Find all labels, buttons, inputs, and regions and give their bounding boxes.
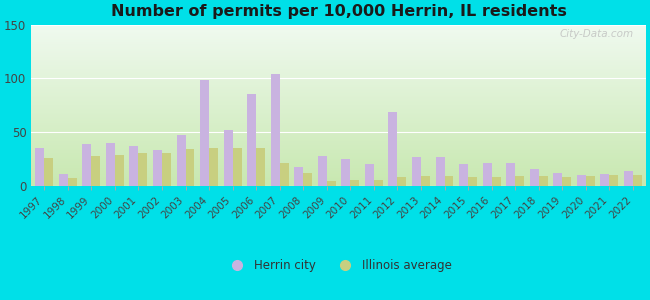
Bar <box>68 178 77 186</box>
Bar <box>374 179 383 186</box>
Bar <box>341 159 350 186</box>
Bar <box>224 130 233 186</box>
Bar <box>271 74 280 186</box>
Bar <box>138 153 148 186</box>
Legend: Herrin city, Illinois average: Herrin city, Illinois average <box>221 255 456 277</box>
Bar <box>539 176 548 186</box>
Bar <box>59 174 68 186</box>
Bar <box>491 177 500 186</box>
Bar <box>294 167 304 186</box>
Bar <box>577 175 586 186</box>
Bar <box>436 157 445 186</box>
Bar <box>365 164 374 186</box>
Bar <box>209 148 218 186</box>
Bar <box>83 144 91 186</box>
Bar <box>247 94 256 186</box>
Bar <box>397 177 406 186</box>
Bar <box>412 157 421 186</box>
Title: Number of permits per 10,000 Herrin, IL residents: Number of permits per 10,000 Herrin, IL … <box>111 4 567 19</box>
Bar <box>256 148 265 186</box>
Bar <box>389 112 397 186</box>
Bar <box>468 177 477 186</box>
Bar <box>106 143 115 186</box>
Bar <box>562 177 571 186</box>
Bar <box>280 164 289 186</box>
Bar <box>586 176 595 186</box>
Bar <box>185 149 194 186</box>
Bar <box>506 164 515 186</box>
Bar <box>553 173 562 186</box>
Bar <box>162 153 171 186</box>
Bar <box>327 181 336 186</box>
Bar <box>601 174 609 186</box>
Bar <box>200 80 209 186</box>
Bar <box>530 169 539 186</box>
Text: City-Data.com: City-Data.com <box>560 29 634 39</box>
Bar <box>44 158 53 186</box>
Bar <box>35 148 44 186</box>
Bar <box>177 135 185 186</box>
Bar <box>350 179 359 186</box>
Bar <box>153 151 162 186</box>
Bar <box>115 155 124 186</box>
Bar <box>421 176 430 186</box>
Bar <box>318 156 327 186</box>
Bar <box>633 175 642 186</box>
Bar <box>483 164 491 186</box>
Bar <box>91 156 100 186</box>
Bar <box>445 176 454 186</box>
Bar <box>129 146 138 186</box>
Bar <box>609 175 618 186</box>
Bar <box>515 176 524 186</box>
Bar <box>624 171 633 186</box>
Bar <box>233 148 242 186</box>
Bar <box>304 173 312 186</box>
Bar <box>459 164 468 186</box>
